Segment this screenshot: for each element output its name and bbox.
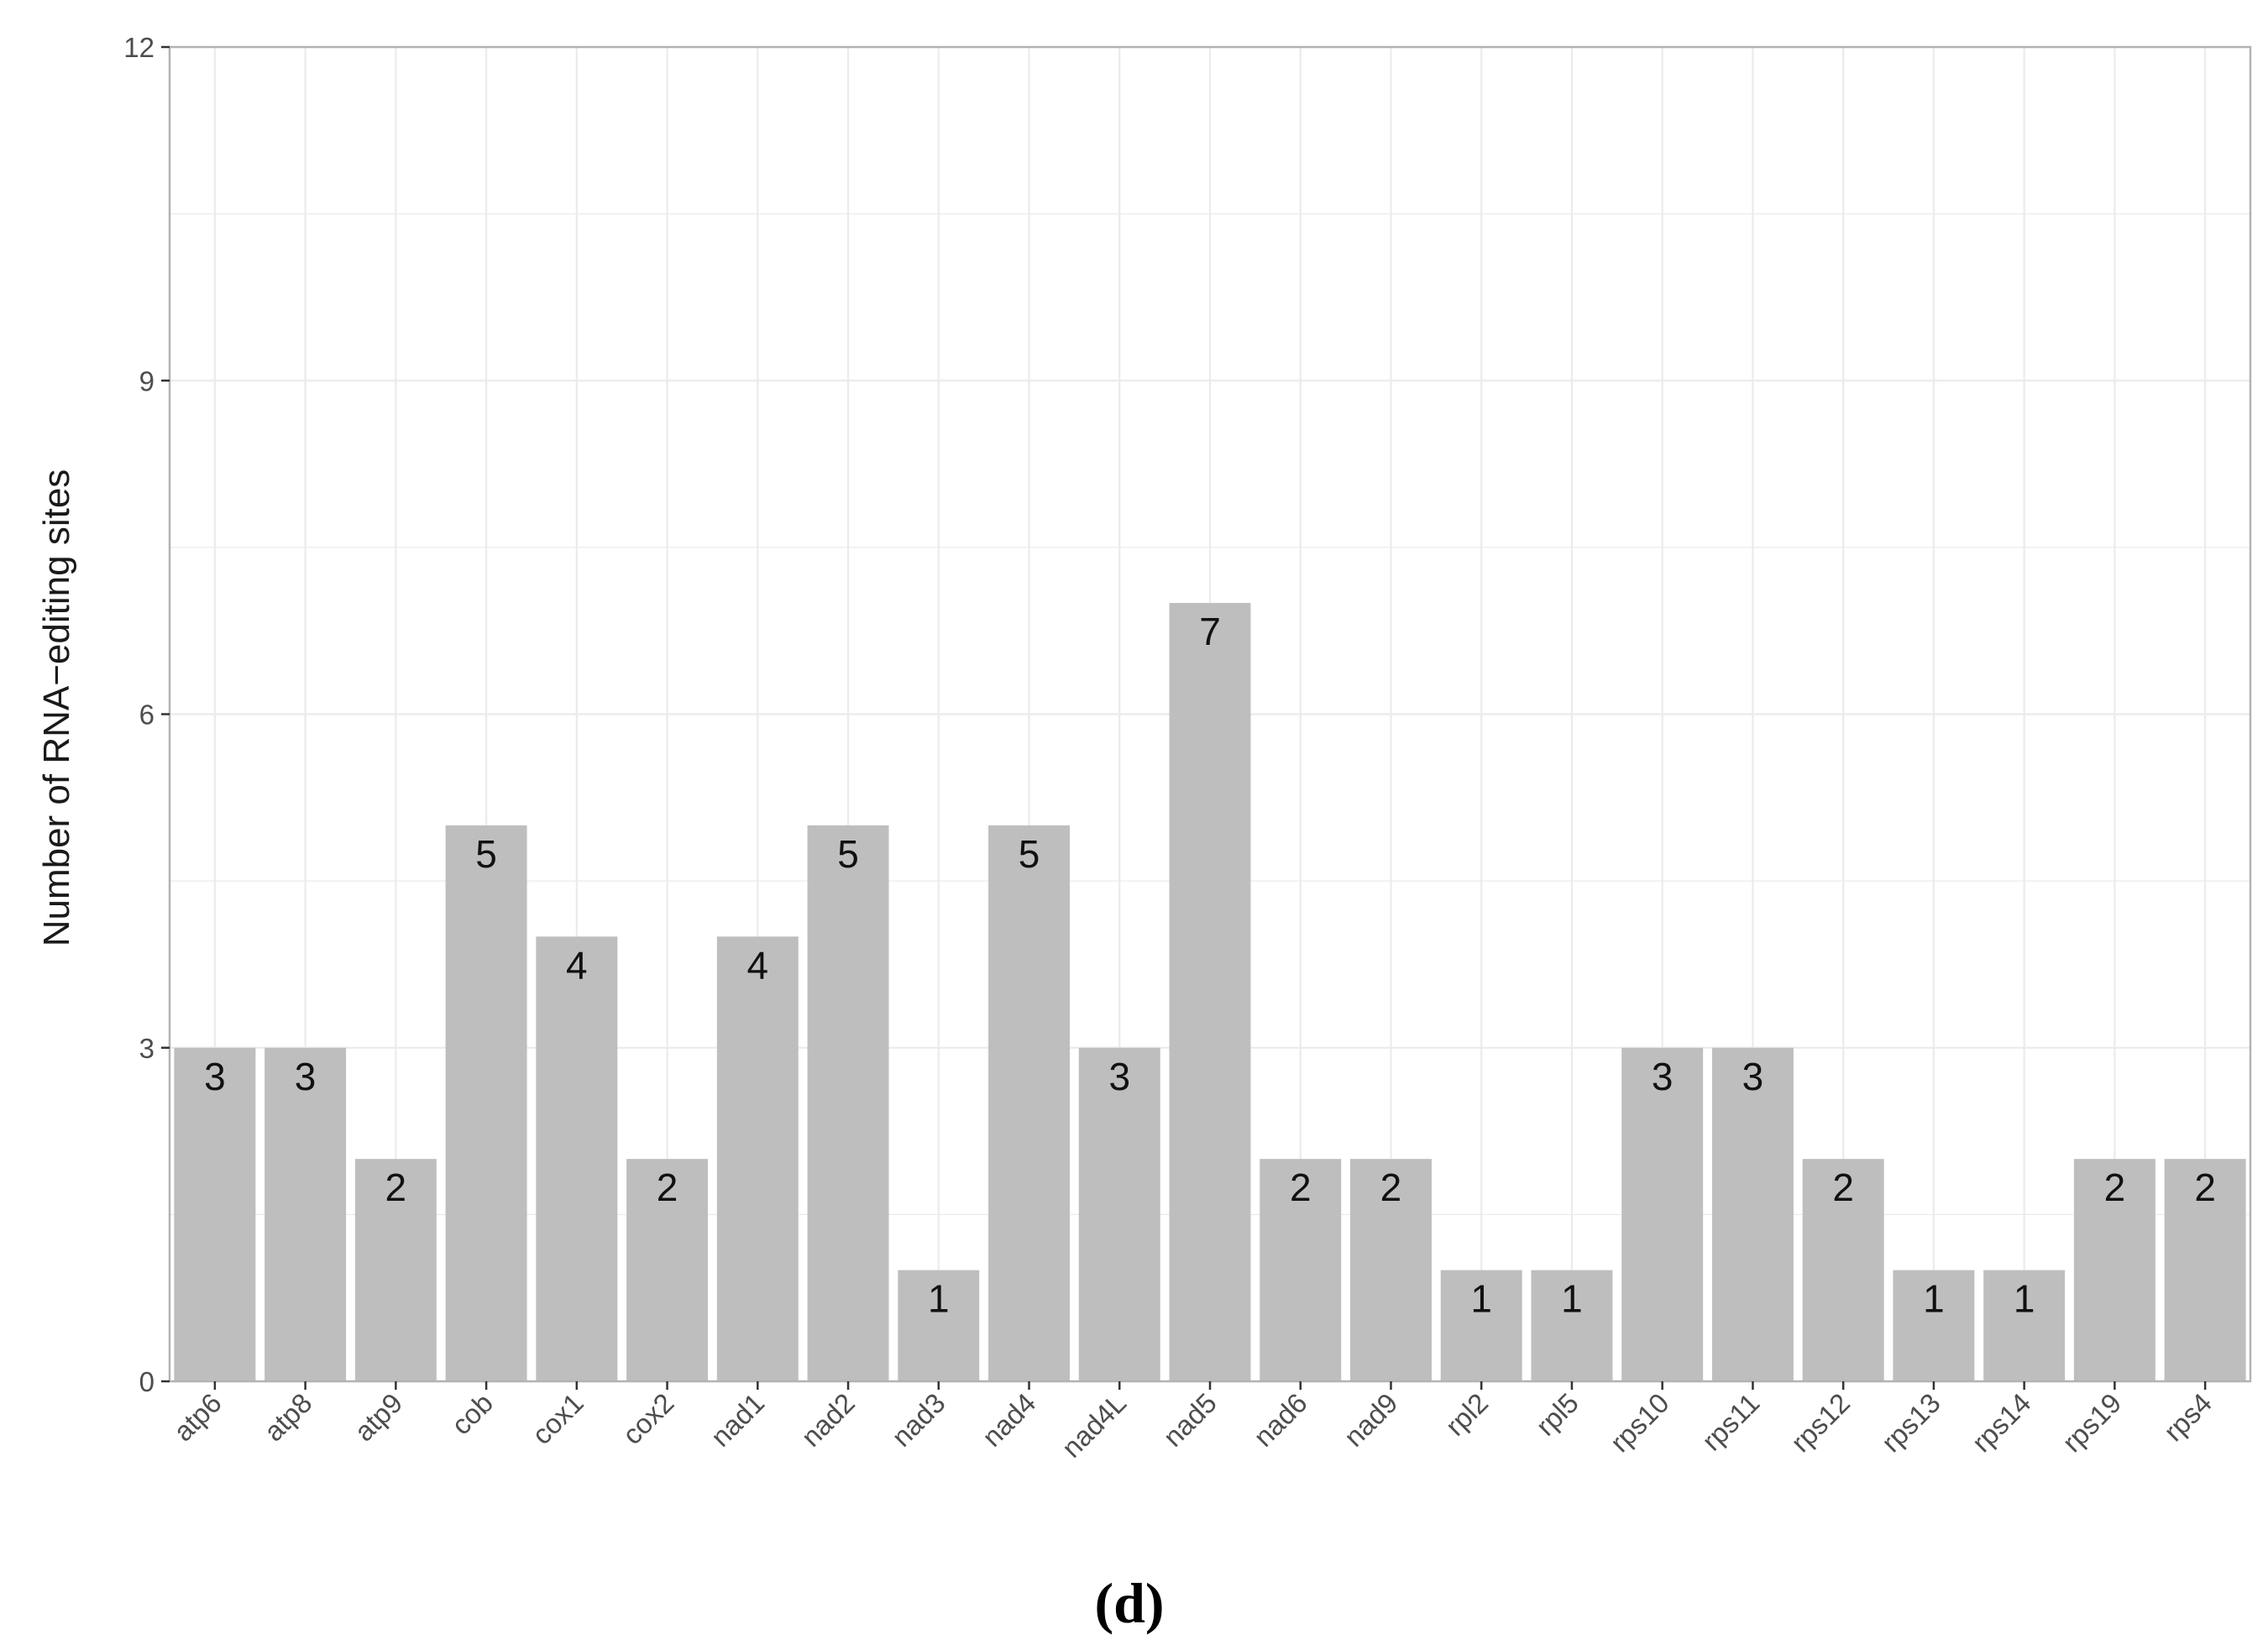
bar-atp8 [265,1047,347,1381]
bar-nad6 [1260,1159,1342,1381]
bar-rpl2 [1440,1270,1522,1381]
bar-cox2 [626,1159,709,1381]
bar-value-labels: 3 3 2 5 4 2 4 5 1 5 3 7 2 2 1 1 3 3 2 1 1 2 2 [204,610,2216,1321]
bar-value-label-nad4L: 3 [1108,1055,1130,1098]
bar-value-label-rpl2: 1 [1470,1277,1492,1321]
bar-rpl5 [1531,1270,1613,1381]
x-tick-label-nad6: nad6 [1248,1387,1313,1453]
figure-caption: (d) [1094,1571,1164,1635]
bar-nad1 [716,936,799,1381]
x-tick-label-rps19: rps19 [2056,1387,2128,1459]
x-tick-label-atp9: atp9 [348,1387,409,1448]
x-tick-label-rps12: rps12 [1785,1387,1857,1459]
bar-nad5 [1169,603,1251,1381]
bar-cox1 [536,936,618,1381]
bar-cob [445,825,527,1381]
x-tick-label-cob: cob [445,1387,499,1441]
bar-value-label-nad6: 2 [1290,1166,1312,1209]
y-axis-title: Number of RNA−editing sites [36,469,77,947]
bar-value-label-cob: 5 [475,832,497,876]
y-tick-label: 3 [139,1033,155,1064]
bar-nad9 [1349,1159,1432,1381]
bar-value-label-atp8: 3 [295,1055,317,1098]
x-tick-label-rps13: rps13 [1875,1387,1946,1459]
bar-rps10 [1621,1047,1704,1381]
y-tick-label: 6 [139,699,155,731]
bar-rps4 [2164,1159,2246,1381]
bar-value-label-nad3: 1 [928,1277,950,1321]
y-tick-label: 9 [139,365,155,396]
x-tick-label-rpl5: rpl5 [1530,1387,1584,1442]
bar-value-label-rpl5: 1 [1561,1277,1583,1321]
y-tick-label: 12 [123,32,155,63]
bar-nad2 [807,825,889,1381]
bar-nad4L [1078,1047,1160,1381]
x-tick-label-rpl2: rpl2 [1439,1387,1494,1442]
x-tick-label-nad2: nad2 [795,1387,861,1453]
bar-value-label-rps13: 1 [1923,1277,1945,1321]
bar-atp6 [174,1047,256,1381]
x-axis: atp6 atp8 atp9 cob cox1 cox2 nad1 nad2 nad3 nad4 n… [167,1381,2218,1464]
bar-rps11 [1711,1047,1794,1381]
bar-value-label-rps4: 2 [2194,1166,2216,1209]
x-tick-label-rps10: rps10 [1604,1387,1675,1459]
bar-rps13 [1893,1270,1975,1381]
x-tick-label-rps14: rps14 [1966,1387,2037,1459]
x-tick-label-nad4L: nad4L [1055,1387,1132,1464]
bar-value-label-nad5: 7 [1199,610,1221,653]
x-tick-label-cox2: cox2 [616,1387,679,1450]
bar-rps14 [1983,1270,2066,1381]
x-tick-label-nad1: nad1 [704,1387,770,1453]
x-tick-label-cox1: cox1 [526,1387,589,1450]
x-tick-label-atp8: atp8 [258,1387,318,1448]
x-tick-label-atp6: atp6 [167,1387,228,1448]
bar-value-label-atp9: 2 [385,1166,407,1209]
bar-value-label-nad1: 4 [747,943,769,987]
bar-value-label-atp6: 3 [204,1055,226,1098]
bar-value-label-rps11: 3 [1742,1055,1764,1098]
y-tick-label: 0 [139,1366,155,1397]
x-tick-label-nad9: nad9 [1338,1387,1403,1453]
x-tick-label-nad4: nad4 [976,1387,1041,1453]
bar-value-label-cox2: 2 [657,1166,678,1209]
bar-value-label-cox1: 4 [566,943,588,987]
bar-value-label-rps12: 2 [1832,1166,1854,1209]
bar-nad3 [898,1270,980,1381]
bars [174,603,2246,1381]
bar-value-label-rps19: 2 [2104,1166,2126,1209]
x-tick-label-nad5: nad5 [1157,1387,1223,1453]
bar-value-label-nad9: 2 [1380,1166,1402,1209]
x-tick-label-rps4: rps4 [2158,1387,2218,1448]
bar-value-label-nad2: 5 [837,832,859,876]
bar-value-label-nad4: 5 [1019,832,1040,876]
x-tick-label-rps11: rps11 [1696,1387,1766,1457]
bar-value-label-rps14: 1 [2014,1277,2035,1321]
bar-nad4 [988,825,1071,1381]
bar-value-label-rps10: 3 [1652,1055,1674,1098]
y-axis: 0 3 6 9 12 [123,32,170,1397]
x-tick-label-nad3: nad3 [886,1387,951,1453]
bar-atp9 [354,1159,437,1381]
bar-rps19 [2073,1159,2155,1381]
bar-rps12 [1802,1159,1884,1381]
